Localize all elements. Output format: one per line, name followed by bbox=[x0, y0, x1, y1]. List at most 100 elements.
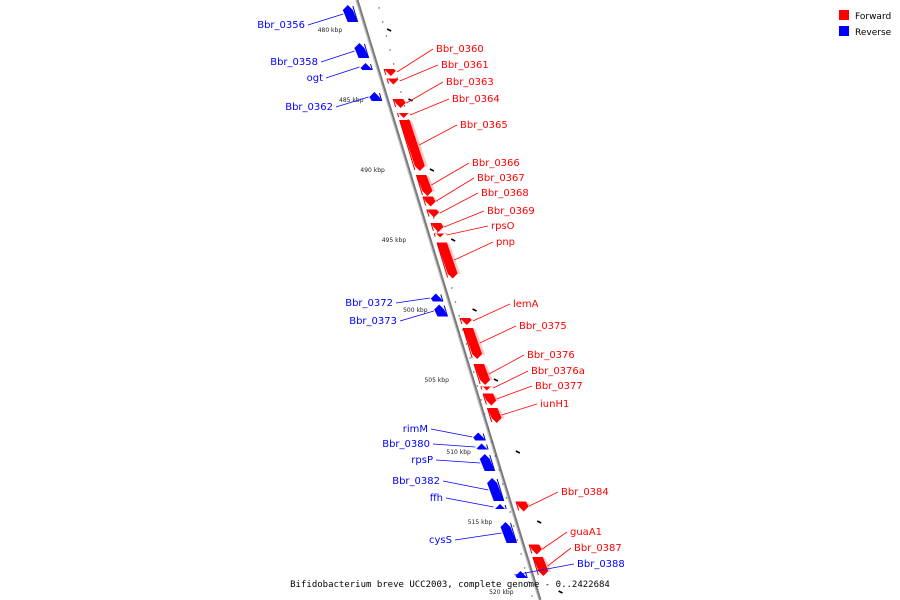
gene-arrow[interactable] bbox=[430, 293, 443, 302]
gene-arrow[interactable] bbox=[515, 501, 529, 512]
gene-arrow[interactable] bbox=[354, 43, 369, 58]
gene-label[interactable]: Bbr_0360 bbox=[436, 44, 484, 55]
gene-label[interactable]: lemA bbox=[513, 299, 539, 310]
gene-label[interactable]: rimM bbox=[403, 424, 428, 435]
gene-ffh[interactable] bbox=[495, 504, 507, 510]
gene-bbr-0380[interactable] bbox=[476, 443, 489, 450]
gene-label[interactable]: Bbr_0382 bbox=[392, 476, 440, 487]
gene-label[interactable]: Bbr_0364 bbox=[452, 94, 500, 105]
gene-guaa1[interactable] bbox=[528, 544, 545, 555]
gene-arrow[interactable] bbox=[473, 432, 486, 441]
gene-label[interactable]: Bbr_0388 bbox=[577, 559, 625, 570]
gene-arrow[interactable] bbox=[426, 209, 440, 218]
gene-label[interactable]: Bbr_0373 bbox=[349, 316, 397, 327]
gene-arrow[interactable] bbox=[434, 304, 448, 317]
gene-arrow[interactable] bbox=[360, 63, 373, 70]
gene-bbr-0382[interactable] bbox=[487, 478, 505, 502]
gene-arrow[interactable] bbox=[495, 504, 507, 509]
gene-label[interactable]: Bbr_0367 bbox=[477, 173, 525, 184]
label-leader-line bbox=[529, 491, 559, 507]
gene-arrow[interactable] bbox=[342, 5, 358, 22]
gene-arrow[interactable] bbox=[434, 232, 446, 238]
gene-label[interactable]: Bbr_0376 bbox=[527, 350, 575, 361]
gene-bbr-0361[interactable] bbox=[386, 78, 402, 85]
gene-arrow[interactable] bbox=[416, 175, 433, 196]
gene-label[interactable]: Bbr_0368 bbox=[481, 188, 529, 199]
gene-bbr-0367[interactable] bbox=[422, 196, 439, 207]
gene-label[interactable]: Bbr_0380 bbox=[382, 439, 430, 450]
gene-arrow[interactable] bbox=[479, 454, 495, 471]
gene-label[interactable]: Bbr_0363 bbox=[446, 77, 494, 88]
gene-bbr-0368[interactable] bbox=[426, 209, 443, 218]
gene-label[interactable]: Bbr_0372 bbox=[345, 298, 393, 309]
gene-bbr-0360[interactable] bbox=[383, 68, 399, 76]
gene-arrow[interactable] bbox=[476, 443, 489, 450]
gene-arrow[interactable] bbox=[474, 364, 491, 385]
gene-bbr-0363[interactable] bbox=[392, 98, 409, 108]
gene-arrow[interactable] bbox=[487, 478, 504, 501]
gene-arrow[interactable] bbox=[369, 92, 382, 101]
gene-lema[interactable] bbox=[459, 317, 475, 325]
gene-bbr-0366[interactable] bbox=[415, 174, 436, 196]
gene-label[interactable]: Bbr_0384 bbox=[561, 487, 609, 498]
gene-label[interactable]: Bbr_0376a bbox=[531, 366, 585, 377]
gene-label[interactable]: rpsP bbox=[411, 455, 433, 466]
gene-bbr-0364[interactable] bbox=[396, 112, 412, 118]
gene-arrow[interactable] bbox=[459, 318, 472, 325]
gene-label[interactable]: pnp bbox=[496, 237, 515, 248]
gene-bbr-0365[interactable] bbox=[399, 119, 428, 171]
gene-arrow[interactable] bbox=[480, 385, 492, 391]
gene-label[interactable]: iunH1 bbox=[540, 399, 569, 410]
gene-bbr-0369[interactable] bbox=[430, 222, 447, 232]
gene-cyss[interactable] bbox=[500, 522, 518, 544]
gene-label[interactable]: Bbr_0358 bbox=[270, 57, 318, 68]
gene-label[interactable]: ogt bbox=[307, 73, 323, 84]
gene-label[interactable]: Bbr_0387 bbox=[574, 543, 622, 554]
gene-arrow[interactable] bbox=[431, 223, 444, 232]
gene-arrow[interactable] bbox=[397, 113, 409, 118]
gene-bbr-0387[interactable] bbox=[532, 556, 552, 576]
gene-rpso[interactable] bbox=[433, 232, 449, 238]
gene-arrow[interactable] bbox=[515, 571, 528, 578]
gene-label[interactable]: guaA1 bbox=[570, 527, 602, 538]
gene-iunh1[interactable] bbox=[486, 407, 505, 423]
gene-label[interactable]: ffh bbox=[430, 493, 443, 504]
gene-bbr-0373[interactable] bbox=[434, 304, 449, 317]
gene-bbr-0372[interactable] bbox=[430, 293, 444, 302]
gene-bbr-0376a[interactable] bbox=[480, 385, 495, 391]
gene-arrow[interactable] bbox=[393, 99, 406, 108]
gene-bbr-0375[interactable] bbox=[462, 327, 486, 359]
gene-arrow[interactable] bbox=[529, 544, 542, 555]
gene-bbr-0356[interactable] bbox=[342, 5, 359, 23]
gene-label[interactable]: Bbr_0377 bbox=[535, 381, 583, 392]
gene-arrow[interactable] bbox=[532, 557, 549, 576]
gene-label[interactable]: Bbr_0365 bbox=[460, 120, 508, 131]
gene-label[interactable]: cysS bbox=[429, 535, 452, 546]
gene-label[interactable]: rpsO bbox=[491, 221, 515, 232]
gene-arrow[interactable] bbox=[384, 69, 396, 76]
gene-label[interactable]: Bbr_0366 bbox=[472, 158, 520, 169]
gene-label[interactable]: Bbr_0356 bbox=[257, 20, 305, 31]
gene-bbr-0377[interactable] bbox=[482, 393, 500, 406]
gene-arrow[interactable] bbox=[386, 78, 399, 85]
gene-rimm[interactable] bbox=[473, 432, 486, 441]
gene-arrow[interactable] bbox=[483, 393, 497, 406]
gene-arrow[interactable] bbox=[436, 242, 458, 279]
gene-arrow[interactable] bbox=[463, 328, 483, 359]
gene-arrow[interactable] bbox=[399, 120, 425, 171]
gene-label[interactable]: Bbr_0361 bbox=[441, 60, 489, 71]
gene-bbr-0362[interactable] bbox=[369, 92, 383, 102]
gene-pnp[interactable] bbox=[436, 242, 461, 279]
gene-bbr-0358[interactable] bbox=[354, 43, 370, 59]
gene-arrow[interactable] bbox=[500, 522, 517, 543]
gene-bbr-0384[interactable] bbox=[515, 501, 532, 512]
gene-bbr-0376[interactable] bbox=[473, 363, 494, 385]
gene-label[interactable]: Bbr_0369 bbox=[487, 206, 535, 217]
gene-label[interactable]: Bbr_0362 bbox=[285, 102, 333, 113]
gene-ogt[interactable] bbox=[360, 63, 373, 71]
gene-arrow[interactable] bbox=[487, 408, 502, 423]
gene-arrow[interactable] bbox=[422, 196, 436, 207]
gene-label[interactable]: Bbr_0375 bbox=[519, 321, 567, 332]
gene-rpsp[interactable] bbox=[479, 454, 496, 472]
